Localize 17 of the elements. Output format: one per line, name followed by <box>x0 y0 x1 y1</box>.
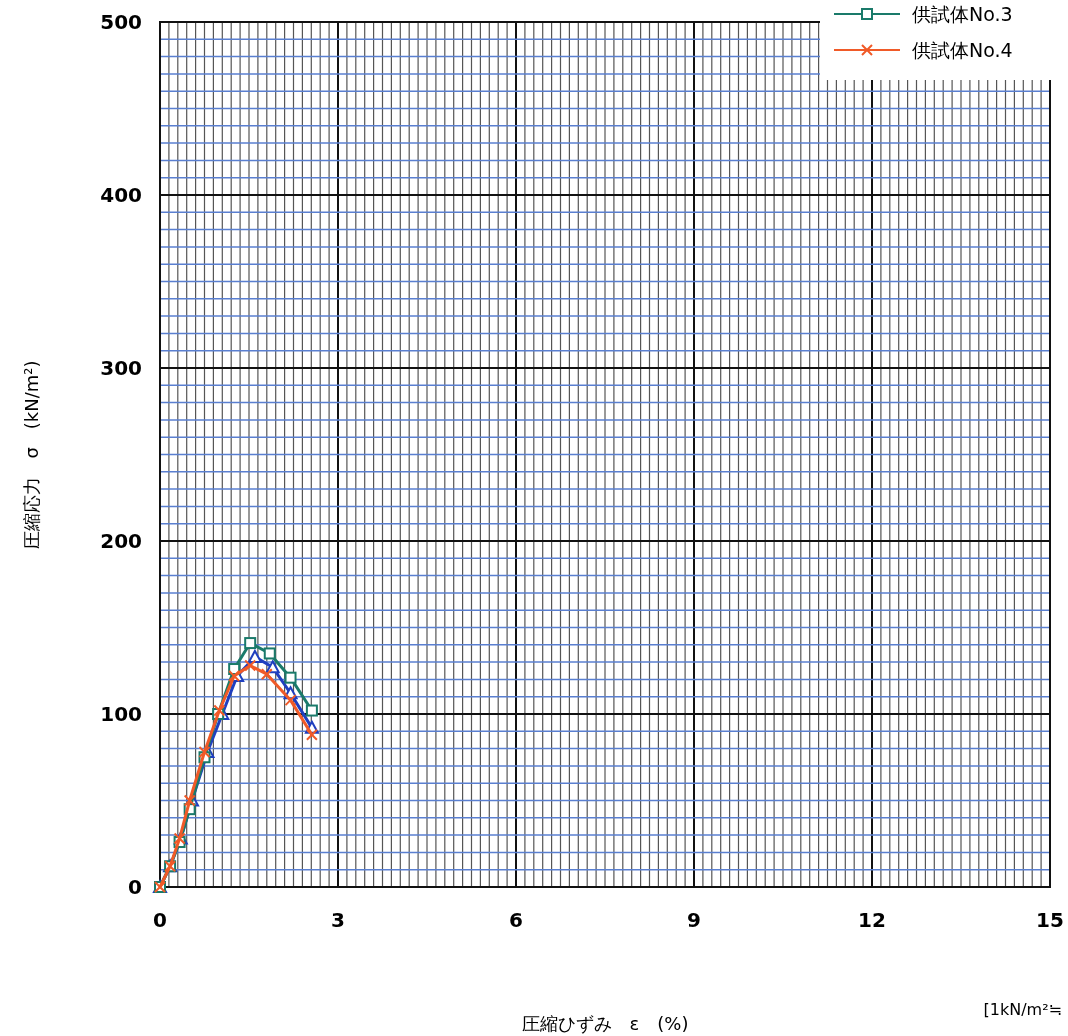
x-tick-label: 15 <box>1036 908 1064 932</box>
y-tick-label: 0 <box>128 875 142 899</box>
x-tick-label: 0 <box>153 908 167 932</box>
text: [1kN/m²≒ <box>983 1000 1062 1019</box>
x-axis-title: 圧縮ひずみ ε (%) <box>521 1013 689 1034</box>
x-tick-label: 12 <box>858 908 886 932</box>
legend-label: 供試体No.4 <box>912 39 1013 61</box>
y-tick-label: 100 <box>100 702 142 726</box>
x-tick-label: 9 <box>687 908 701 932</box>
y-axis-title: 圧縮応力 σ (kN/m²) <box>21 360 42 549</box>
x-tick-label: 6 <box>509 908 523 932</box>
y-tick-label: 200 <box>100 529 142 553</box>
y-tick-label: 400 <box>100 183 142 207</box>
legend-label: 供試体No.3 <box>912 3 1013 25</box>
y-tick-label: 300 <box>100 356 142 380</box>
x-tick-label: 3 <box>331 908 345 932</box>
y-tick-label: 500 <box>100 10 142 34</box>
